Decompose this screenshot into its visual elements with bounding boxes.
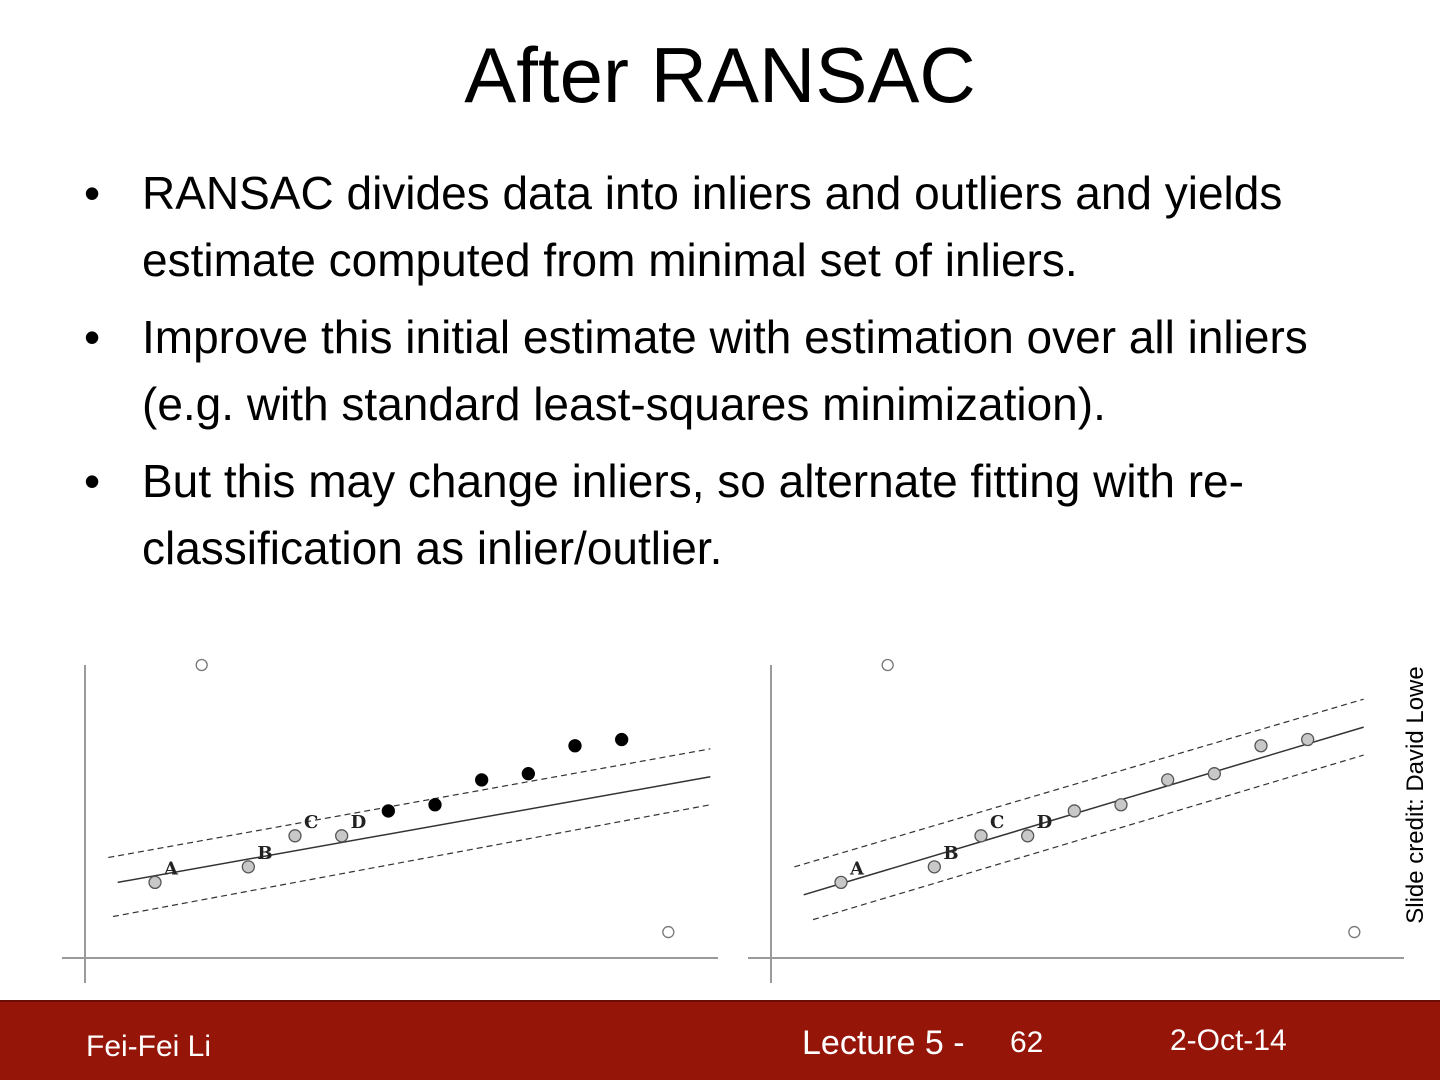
footer-bar: Fei-Fei Li Lecture 5 - 62 2-Oct-14 (0, 1000, 1440, 1080)
data-point-new-inlier (475, 773, 489, 787)
data-point-inlier (834, 875, 848, 890)
bullet-marker: • (84, 167, 101, 219)
data-point-inlier (927, 860, 941, 874)
data-point-inlier (1067, 804, 1081, 818)
point-label-c: C (990, 812, 1004, 833)
data-point-new-inlier (568, 739, 582, 753)
data-point-inlier (1207, 767, 1221, 781)
band-upper-dashed (108, 748, 711, 859)
data-point-inlier (241, 860, 255, 874)
data-point-new-inlier (381, 804, 395, 818)
footer-page-number: 62 (1010, 1026, 1044, 1059)
footer-date: 2-Oct-14 (1170, 1024, 1287, 1057)
bullet-list: • RANSAC divides data into inliers and o… (84, 160, 1374, 592)
footer-lecture: Lecture 5 - (802, 1024, 965, 1062)
data-point-outlier (662, 925, 675, 939)
data-point-inlier (1021, 829, 1035, 843)
bullet-text: Improve this initial estimate with estim… (142, 311, 1308, 430)
bullet-text: RANSAC divides data into inliers and out… (142, 167, 1283, 286)
bullet-item: • RANSAC divides data into inliers and o… (84, 160, 1374, 294)
slide-credit: Slide credit: David Lowe (1402, 666, 1429, 924)
data-point-inlier (1114, 798, 1128, 812)
slide-title: After RANSAC (464, 31, 976, 119)
data-point-inlier (148, 875, 162, 890)
point-label-d: D (351, 812, 367, 833)
bullet-item: • But this may change inliers, so altern… (84, 448, 1374, 582)
band-lower-dashed (112, 804, 711, 918)
data-point-new-inlier (521, 767, 535, 781)
data-point-inlier (288, 829, 302, 843)
point-label-b: B (257, 843, 272, 864)
point-label-a: A (163, 858, 179, 879)
data-point-inlier (1301, 732, 1315, 747)
ransac-plot-before-svg: A B C D (62, 658, 718, 983)
point-label-b: B (943, 843, 958, 864)
data-point-new-inlier (615, 732, 629, 747)
fit-line (803, 726, 1364, 896)
bullet-text: But this may change inliers, so alternat… (142, 455, 1244, 574)
data-point-outlier (1348, 925, 1361, 939)
data-point-outlier (195, 658, 208, 672)
footer-author: Fei-Fei Li (86, 1030, 212, 1063)
data-point-inlier (335, 829, 349, 843)
ransac-plot-after-svg: A B C D (748, 658, 1404, 983)
fit-line (117, 776, 711, 884)
point-label-a: A (849, 858, 865, 879)
ransac-plot-before: A B C D (60, 655, 720, 990)
ransac-plot-after: A B C D (746, 655, 1406, 990)
data-point-inlier (1254, 739, 1268, 753)
point-label-d: D (1037, 812, 1053, 833)
bullet-marker: • (84, 311, 101, 363)
data-point-new-inlier (428, 798, 442, 812)
data-point-outlier (881, 658, 894, 672)
point-label-c: C (304, 812, 318, 833)
band-upper-dashed (794, 698, 1364, 868)
data-point-inlier (1161, 773, 1175, 787)
bullet-item: • Improve this initial estimate with est… (84, 304, 1374, 438)
bullet-marker: • (84, 455, 101, 507)
band-lower-dashed (812, 754, 1364, 921)
data-point-inlier (974, 829, 988, 843)
